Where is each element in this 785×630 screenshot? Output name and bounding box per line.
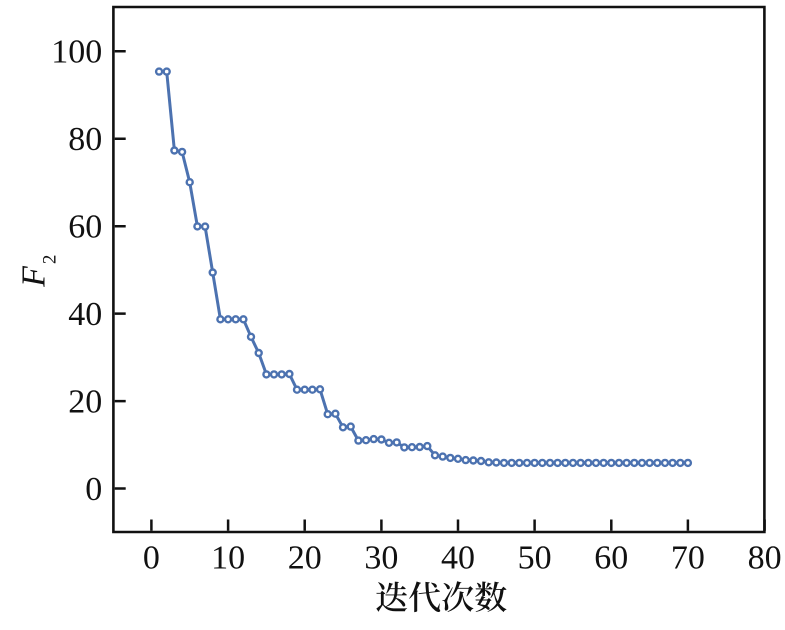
svg-text:80: 80 [748, 539, 782, 576]
svg-text:10: 10 [211, 539, 245, 576]
svg-text:40: 40 [68, 296, 102, 333]
svg-text:60: 60 [68, 209, 102, 246]
svg-text:20: 20 [68, 383, 102, 420]
svg-text:50: 50 [518, 539, 552, 576]
svg-text:0: 0 [85, 471, 102, 508]
svg-text:60: 60 [594, 539, 628, 576]
svg-text:100: 100 [51, 34, 102, 71]
svg-text:20: 20 [288, 539, 322, 576]
svg-text:40: 40 [441, 539, 475, 576]
svg-text:30: 30 [364, 539, 398, 576]
svg-text:70: 70 [671, 539, 705, 576]
svg-text:80: 80 [68, 121, 102, 158]
svg-text:0: 0 [143, 539, 160, 576]
